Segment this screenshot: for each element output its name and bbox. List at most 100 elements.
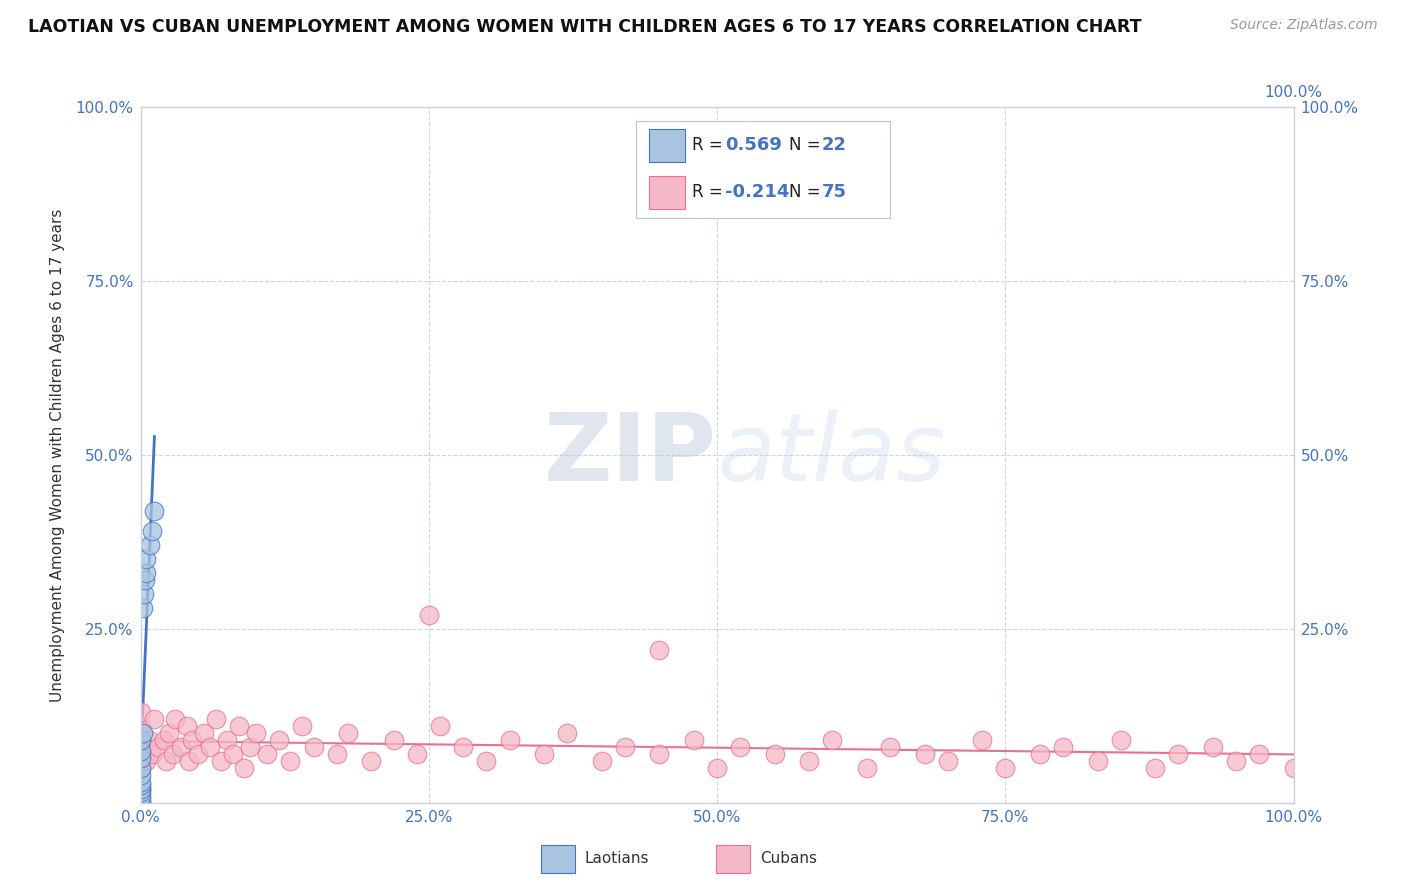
Text: N =: N = (789, 183, 825, 201)
Point (152, 733, 174, 747)
Point (821, 733, 844, 747)
Point (1052, 740, 1074, 755)
Text: atlas: atlas (717, 409, 945, 500)
Point (1247, 747, 1270, 761)
Point (129, 733, 152, 747)
Point (129, 750, 152, 764)
Text: Laotians: Laotians (585, 851, 650, 866)
Point (302, 740, 325, 755)
Point (129, 761, 152, 775)
Point (429, 719, 451, 733)
Point (879, 740, 901, 755)
Point (129, 781, 152, 796)
Text: R =: R = (692, 136, 728, 154)
Text: LAOTIAN VS CUBAN UNEMPLOYMENT AMONG WOMEN WITH CHILDREN AGES 6 TO 17 YEARS CORRE: LAOTIAN VS CUBAN UNEMPLOYMENT AMONG WOME… (28, 18, 1142, 36)
Point (245, 726, 267, 740)
Text: Cubans: Cubans (761, 851, 817, 866)
Point (706, 761, 728, 775)
Point (187, 747, 209, 761)
Point (162, 747, 184, 761)
Text: ZIP: ZIP (544, 409, 717, 501)
Point (177, 754, 200, 768)
Point (936, 754, 959, 768)
Point (129, 796, 152, 810)
Point (533, 747, 555, 761)
Point (129, 744, 152, 758)
Point (337, 726, 360, 740)
Point (129, 740, 152, 755)
Bar (717, 845, 751, 872)
Point (129, 726, 152, 740)
FancyBboxPatch shape (650, 128, 685, 161)
Point (141, 747, 163, 761)
Point (155, 754, 177, 768)
Point (994, 761, 1017, 775)
Point (1202, 740, 1225, 755)
Point (134, 573, 156, 587)
Point (143, 712, 166, 726)
Point (1087, 754, 1109, 768)
Point (228, 719, 250, 733)
Point (1282, 761, 1305, 775)
Point (193, 726, 215, 740)
Point (146, 740, 169, 755)
Text: N =: N = (789, 136, 825, 154)
Point (475, 754, 498, 768)
Point (972, 733, 994, 747)
Point (799, 754, 821, 768)
Point (198, 740, 221, 755)
Point (1109, 733, 1132, 747)
Point (256, 747, 278, 761)
Point (856, 761, 879, 775)
Point (209, 754, 232, 768)
Point (204, 712, 226, 726)
Point (132, 726, 155, 740)
Point (1144, 761, 1167, 775)
Point (914, 747, 936, 761)
Point (129, 796, 152, 810)
Point (129, 781, 152, 796)
Text: -0.214: -0.214 (725, 183, 790, 201)
Text: 22: 22 (821, 136, 846, 154)
Point (129, 719, 152, 733)
Point (683, 733, 706, 747)
Point (591, 754, 613, 768)
Point (129, 761, 152, 775)
Point (129, 778, 152, 792)
Point (132, 587, 155, 601)
Point (360, 754, 382, 768)
Point (129, 785, 152, 799)
Y-axis label: Unemployment Among Women with Children Ages 6 to 17 years: Unemployment Among Women with Children A… (49, 208, 65, 702)
Point (135, 552, 157, 566)
Point (406, 747, 429, 761)
Point (129, 747, 152, 761)
Point (239, 740, 262, 755)
Point (280, 754, 302, 768)
Point (129, 768, 152, 782)
FancyBboxPatch shape (650, 176, 685, 209)
Point (291, 719, 314, 733)
Text: 75: 75 (821, 183, 846, 201)
Point (453, 740, 475, 755)
Point (1167, 747, 1189, 761)
Point (267, 733, 290, 747)
Bar (541, 845, 575, 872)
Point (132, 601, 155, 615)
Point (129, 775, 152, 789)
Point (382, 733, 405, 747)
Point (613, 740, 636, 755)
Point (129, 789, 152, 803)
Point (763, 747, 786, 761)
Point (418, 607, 440, 622)
Point (138, 733, 160, 747)
Point (1029, 747, 1052, 761)
Point (217, 733, 239, 747)
Point (181, 733, 204, 747)
Point (648, 642, 671, 657)
Point (325, 747, 347, 761)
Point (555, 726, 578, 740)
Point (176, 719, 198, 733)
Point (159, 726, 180, 740)
Text: R =: R = (692, 183, 728, 201)
Point (1225, 754, 1247, 768)
